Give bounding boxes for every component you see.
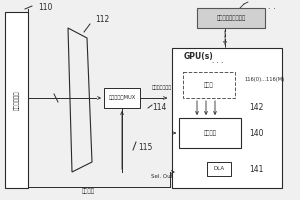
Text: DLA: DLA [213,166,225,171]
Text: 115: 115 [138,144,152,152]
Text: GPU(s): GPU(s) [183,52,213,62]
Text: 功率监控器输入: 功率监控器输入 [152,86,172,90]
Text: 功率分配网络: 功率分配网络 [14,90,19,110]
Text: 142: 142 [249,104,263,112]
Bar [207,162,231,176]
Text: · · ·: · · · [212,60,224,66]
Bar [183,72,235,98]
Text: 信号调节器MUX: 信号调节器MUX [108,96,136,100]
Text: 141: 141 [249,164,263,173]
Text: 140: 140 [249,129,263,138]
Bar [5,12,28,188]
Bar [197,8,265,28]
Text: 功率管理: 功率管理 [203,130,217,136]
Bar [175,51,282,188]
Text: 功率控制: 功率控制 [82,188,94,194]
Text: Sel. Out: Sel. Out [151,173,173,178]
Bar [179,118,241,148]
Text: · ·: · · [268,5,276,15]
Bar [172,48,282,188]
Bar [181,57,282,188]
Text: 处理器: 处理器 [204,82,214,88]
Text: 112: 112 [95,16,109,24]
Bar [199,10,265,28]
Text: 110: 110 [38,2,52,11]
Text: 114: 114 [152,102,166,112]
Bar [201,12,265,28]
Text: 116(0)...116(M): 116(0)...116(M) [245,77,285,82]
Bar [178,54,282,188]
Bar [104,88,140,108]
Text: 一个或更多个存储器: 一个或更多个存储器 [216,15,246,21]
